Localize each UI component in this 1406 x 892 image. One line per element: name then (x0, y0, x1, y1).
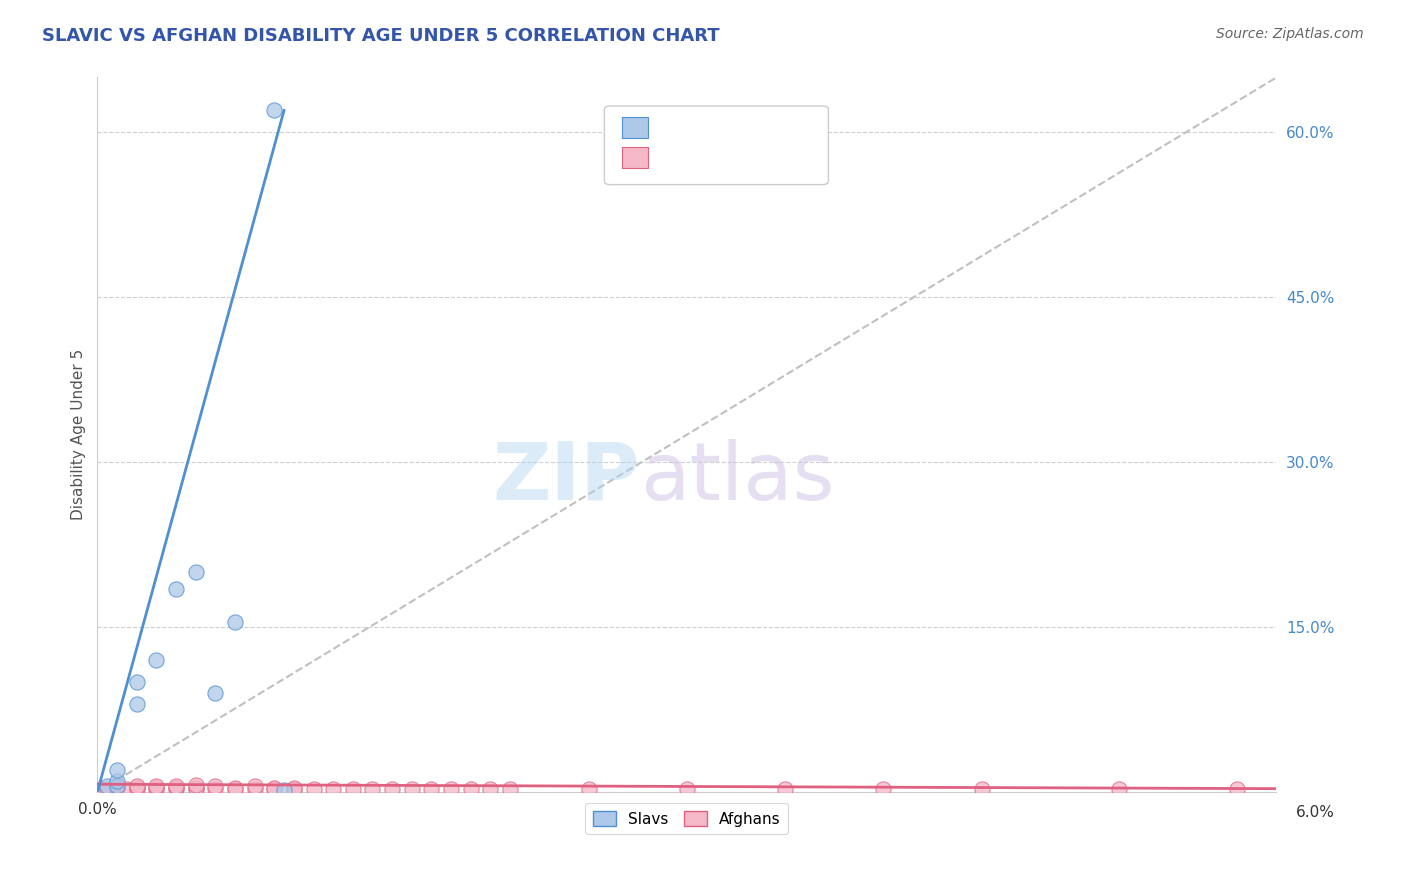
Point (224, 780, 246, 795)
Point (125, 780, 148, 795)
Point (302, 781, 325, 796)
Point (105, 774, 128, 789)
Point (342, 781, 364, 796)
Point (204, 781, 226, 796)
Point (773, 781, 796, 796)
Point (283, 780, 305, 795)
Point (125, 781, 148, 796)
Point (184, 781, 207, 796)
Point (145, 780, 167, 795)
Legend: Slavs, Afghans: Slavs, Afghans (585, 803, 789, 834)
Text: SLAVIC VS AFGHAN DISABILITY AGE UNDER 5 CORRELATION CHART: SLAVIC VS AFGHAN DISABILITY AGE UNDER 5 … (42, 27, 720, 45)
Point (90, 781, 112, 796)
Point (145, 653, 167, 667)
Point (499, 781, 522, 796)
Point (1226, 781, 1249, 796)
Text: -0.245: -0.245 (696, 149, 751, 163)
Point (105, 778, 128, 792)
Point (204, 686, 226, 700)
Text: Source: ZipAtlas.com: Source: ZipAtlas.com (1216, 27, 1364, 41)
Point (273, 782, 295, 797)
Point (283, 781, 305, 796)
Point (381, 781, 404, 796)
Point (263, 780, 285, 795)
Point (105, 780, 128, 795)
Y-axis label: Disability Age Under 5: Disability Age Under 5 (72, 349, 86, 520)
Text: atlas: atlas (640, 439, 834, 516)
Point (145, 780, 167, 794)
Point (96, 781, 118, 796)
Point (184, 780, 207, 795)
Point (105, 763, 128, 777)
Point (263, 103, 285, 118)
Point (224, 615, 246, 629)
Point (145, 781, 167, 796)
Point (165, 780, 187, 795)
Point (125, 697, 148, 711)
FancyBboxPatch shape (621, 147, 648, 169)
Text: N =: N = (740, 149, 773, 163)
Point (1108, 781, 1130, 796)
Point (420, 781, 443, 796)
Point (224, 781, 246, 796)
Text: ZIP: ZIP (492, 439, 640, 516)
Point (165, 780, 187, 794)
Point (479, 781, 502, 796)
Text: 13: 13 (775, 119, 796, 134)
Point (184, 778, 207, 792)
Point (243, 780, 266, 794)
Point (322, 781, 344, 796)
Text: N =: N = (740, 119, 773, 134)
Point (578, 781, 600, 796)
Point (125, 675, 148, 690)
Point (263, 781, 285, 796)
Point (105, 781, 128, 796)
Point (204, 780, 226, 794)
Point (361, 781, 384, 796)
Text: 6.0%: 6.0% (1296, 805, 1334, 820)
Point (184, 565, 207, 579)
Point (115, 781, 138, 796)
Point (401, 781, 423, 796)
Point (872, 781, 894, 796)
Point (105, 780, 128, 794)
Point (970, 781, 993, 796)
Point (460, 781, 482, 796)
Point (96, 780, 118, 794)
Point (125, 780, 148, 794)
Point (105, 780, 128, 794)
Text: R =: R = (655, 119, 688, 134)
Text: 47: 47 (775, 149, 797, 163)
Text: 0.468: 0.468 (696, 119, 745, 134)
FancyBboxPatch shape (621, 117, 648, 138)
Point (243, 781, 266, 796)
Point (165, 781, 187, 796)
FancyBboxPatch shape (605, 106, 828, 185)
Text: R =: R = (655, 149, 688, 163)
Point (676, 781, 699, 796)
Point (440, 781, 463, 796)
Point (165, 582, 187, 596)
